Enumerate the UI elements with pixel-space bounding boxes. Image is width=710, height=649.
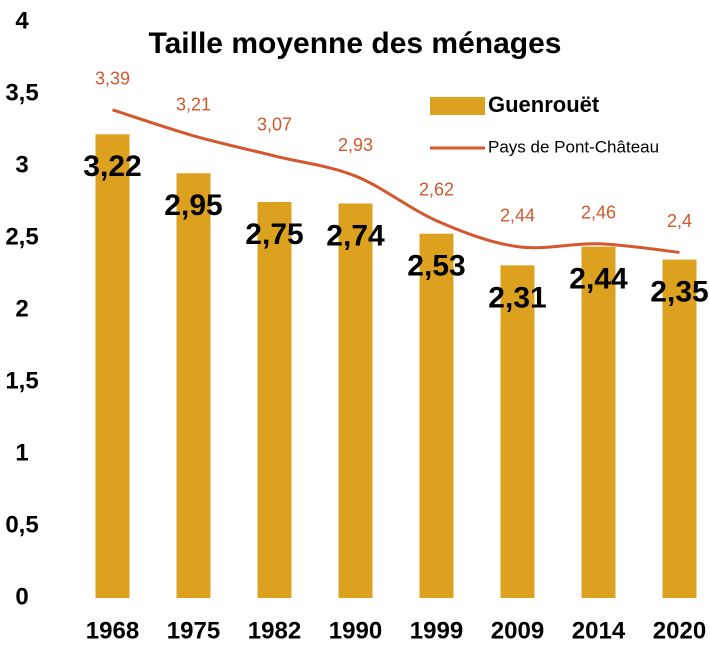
bar — [95, 134, 130, 598]
x-tick-label: 1982 — [248, 617, 301, 644]
y-tick-label: 1,5 — [5, 367, 38, 394]
line-value-label: 2,93 — [338, 135, 373, 155]
bar-value-label: 2,74 — [326, 219, 385, 252]
line — [112, 108, 680, 254]
x-tick-label: 1999 — [410, 617, 463, 644]
bar — [581, 246, 616, 598]
x-tick-label: 2014 — [572, 617, 626, 644]
bar — [500, 265, 535, 598]
bar-value-label: 3,22 — [83, 150, 141, 183]
bar — [257, 202, 292, 598]
bar — [338, 203, 373, 598]
bar — [176, 173, 211, 598]
line-value-label: 3,21 — [176, 95, 211, 115]
y-tick-label: 0 — [15, 583, 28, 610]
bar-value-label: 2,95 — [164, 189, 222, 222]
y-tick-label: 3 — [15, 151, 28, 178]
x-tick-label: 1975 — [167, 617, 220, 644]
x-tick-label: 1968 — [86, 617, 139, 644]
bar-value-label: 2,75 — [245, 218, 303, 251]
bar — [662, 259, 697, 598]
line-value-label: 2,4 — [667, 211, 692, 231]
bar-value-label: 2,53 — [407, 250, 465, 283]
x-tick-label: 1990 — [329, 617, 382, 644]
legend-label: Guenrouët — [488, 92, 600, 117]
bar-value-label: 2,35 — [650, 276, 708, 309]
y-tick-label: 0,5 — [5, 511, 38, 538]
y-tick-label: 1 — [15, 439, 28, 466]
bar — [419, 233, 454, 598]
legend-swatch — [430, 97, 485, 115]
line-value-label: 2,46 — [581, 203, 616, 223]
y-tick-label: 3,5 — [5, 79, 38, 106]
line-value-label: 2,62 — [419, 179, 454, 199]
line-value-label: 3,39 — [95, 69, 130, 89]
line-value-label: 3,07 — [257, 115, 292, 135]
legend-label: Pays de Pont-Château — [488, 137, 659, 156]
bar-value-label: 2,31 — [488, 281, 546, 314]
x-tick-label: 2020 — [653, 617, 706, 644]
x-tick-label: 2009 — [491, 617, 544, 644]
bar-value-label: 2,44 — [569, 263, 628, 296]
chart-title: Taille moyenne des ménages — [149, 27, 562, 60]
line-value-label: 2,44 — [500, 205, 535, 225]
y-tick-label: 2 — [15, 295, 28, 322]
y-tick-label: 4 — [15, 7, 29, 34]
y-tick-label: 2,5 — [5, 223, 38, 250]
